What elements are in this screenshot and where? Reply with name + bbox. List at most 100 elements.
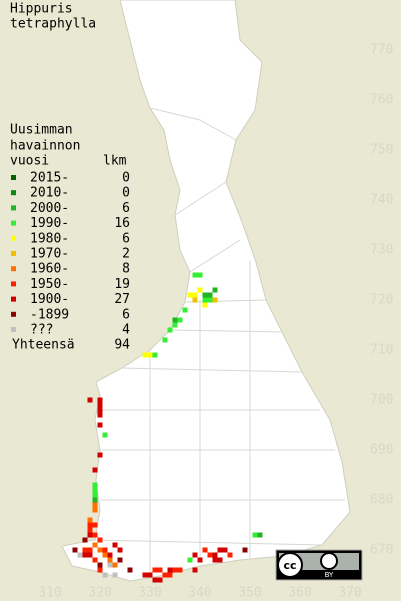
grid-square <box>197 272 203 278</box>
grid-square <box>87 522 93 528</box>
grid-square <box>97 397 103 403</box>
grid-square <box>192 272 198 278</box>
total: 94 <box>114 338 130 353</box>
grid-square <box>147 352 153 358</box>
grid-square <box>152 352 158 358</box>
grid-square <box>97 412 103 418</box>
legend-count: 6 <box>122 231 130 246</box>
grid-square <box>92 542 98 548</box>
x-tick-label: 350 <box>238 586 261 601</box>
grid-square <box>197 557 203 563</box>
grid-square <box>177 317 183 323</box>
grid-square <box>207 552 213 558</box>
legend-label: 1950- <box>30 277 69 292</box>
license: BY <box>325 571 334 579</box>
legend-label: 2000- <box>30 201 69 216</box>
grid-square <box>87 527 93 533</box>
grid-square <box>117 557 123 563</box>
grid-square <box>92 522 98 528</box>
legend-count: 6 <box>122 201 130 216</box>
y-tick-label: 670 <box>370 543 393 558</box>
legend-count: 4 <box>122 323 130 338</box>
y-tick-label: 730 <box>370 243 393 258</box>
grid-square <box>87 397 93 403</box>
grid-square <box>112 562 118 568</box>
legend-swatch <box>11 311 16 317</box>
x-tick-label: 370 <box>338 586 361 601</box>
legend-swatch <box>11 266 16 272</box>
legend-label: 2010- <box>30 186 69 201</box>
count-header: lkm <box>103 154 127 169</box>
grid-square <box>97 402 103 408</box>
grid-square <box>152 577 158 583</box>
legend-swatch <box>11 251 16 256</box>
grid-square <box>142 352 148 358</box>
grid-square <box>72 547 78 553</box>
grid-square <box>167 567 173 573</box>
legend-swatch <box>11 190 16 196</box>
grid-square <box>222 547 228 553</box>
grid-square <box>102 572 108 578</box>
legend-count: 6 <box>122 307 130 322</box>
grid-square <box>102 432 108 438</box>
grid-square <box>162 337 168 343</box>
grid-square <box>77 552 83 558</box>
grid-square <box>192 292 198 298</box>
grid-square <box>127 567 133 573</box>
grid-square <box>97 562 103 568</box>
grid-square <box>257 532 263 538</box>
total-label: Yhteensä <box>12 338 75 353</box>
grid-square <box>187 292 193 298</box>
grid-square <box>92 467 98 473</box>
x-tick-label: 340 <box>188 586 211 601</box>
grid-square <box>92 507 98 513</box>
grid-square <box>87 532 93 538</box>
legend-label: 1900- <box>30 292 69 307</box>
legend-title: vuosi <box>10 154 49 169</box>
grid-square <box>112 572 118 578</box>
grid-square <box>157 577 163 583</box>
grid-square <box>152 567 158 573</box>
y-tick-label: 740 <box>370 193 393 208</box>
grid-square <box>92 482 98 488</box>
grid-square <box>252 532 258 538</box>
grid-square <box>212 297 218 303</box>
legend-swatch <box>11 235 16 241</box>
grid-square <box>212 557 218 563</box>
legend-label: 1990- <box>30 216 69 231</box>
grid-square <box>82 537 88 543</box>
legend-count: 19 <box>114 277 130 292</box>
grid-square <box>92 557 98 563</box>
title-line: Hippuris <box>10 2 73 17</box>
grid-square <box>92 492 98 498</box>
legend-swatch <box>11 205 16 211</box>
legend-count: 0 <box>122 186 130 201</box>
grid-square <box>157 567 163 573</box>
grid-square <box>97 407 103 413</box>
grid-square <box>207 292 213 298</box>
legend-count: 2 <box>122 247 130 262</box>
grid-square <box>107 557 113 563</box>
legend-swatch <box>11 175 16 180</box>
title-line: tetraphylla <box>10 17 96 32</box>
legend-count: 8 <box>122 262 130 277</box>
y-tick-label: 700 <box>370 393 393 408</box>
grid-square <box>202 292 208 298</box>
grid-square <box>97 452 103 458</box>
grid-square <box>82 552 88 558</box>
grid-square <box>177 567 183 573</box>
grid-square <box>92 532 98 538</box>
legend-label: ??? <box>30 323 53 338</box>
grid-square <box>97 537 103 543</box>
grid-square <box>187 557 193 563</box>
legend-count: 16 <box>114 216 130 231</box>
grid-square <box>102 547 108 553</box>
y-tick-label: 750 <box>370 143 393 158</box>
grid-square <box>87 517 93 523</box>
grid-square <box>92 497 98 503</box>
x-tick-label: 330 <box>138 586 161 601</box>
y-tick-label: 690 <box>370 443 393 458</box>
grid-square <box>192 567 198 573</box>
grid-square <box>192 297 198 303</box>
grid-square <box>82 547 88 553</box>
